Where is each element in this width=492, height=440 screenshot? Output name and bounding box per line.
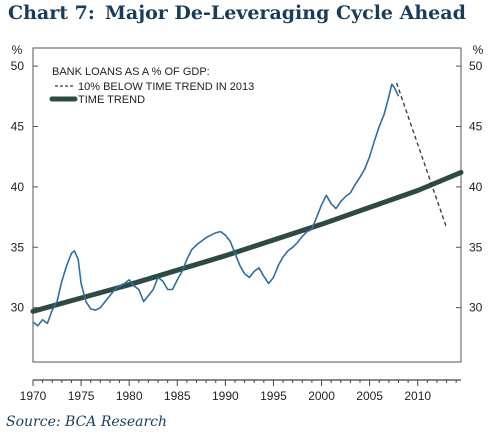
chart-title: Chart 7: Major De-Leveraging Cycle Ahead (8, 2, 466, 24)
series-layer (30, 82, 464, 327)
y-tick-label-right: 30 (469, 301, 483, 315)
y-tick-label-right: 40 (469, 180, 483, 194)
legend: BANK LOANS AS A % OF GDP: 10% BELOW TIME… (49, 66, 254, 106)
y-tick-label-right: 35 (469, 240, 483, 254)
x-tick-label: 1970 (20, 389, 47, 403)
y-tick-label-right: 50 (469, 59, 483, 73)
legend-title: BANK LOANS AS A % OF GDP: (52, 66, 210, 78)
x-tick-label: 2005 (356, 389, 383, 403)
plot-frame (32, 47, 462, 363)
y-tick-label-left: 30 (11, 301, 25, 315)
x-tick-label: 1985 (164, 389, 191, 403)
chart-title-text: Major De-Leveraging Cycle Ahead (104, 2, 466, 24)
y-tick-label-left: 50 (11, 59, 25, 73)
x-tick-label: 2000 (308, 389, 335, 403)
y-axis-left: 30 35 40 45 50 (11, 59, 38, 315)
series-bank-loans (32, 83, 400, 327)
x-tick-label: 2010 (404, 389, 431, 403)
x-tick-label: 1980 (116, 389, 143, 403)
source-note: Source: BCA Research (6, 414, 168, 430)
y-tick-label-left: 35 (11, 240, 25, 254)
y-tick-label-left: 45 (11, 120, 25, 134)
y-tick-label-left: 40 (11, 180, 25, 194)
legend-label-trend: TIME TREND (78, 94, 145, 106)
x-tick-label: 1995 (260, 389, 287, 403)
x-tick-label: 1975 (68, 389, 95, 403)
series-projection (395, 82, 448, 229)
x-axis: 1970 1975 1980 1985 1990 1995 2000 2005 2010 (20, 379, 461, 403)
y-unit-right: % (473, 43, 484, 57)
chart: 1970 1975 1980 1985 1990 1995 2000 2005 2010 303… (11, 43, 484, 403)
y-axis-right: 30 35 40 45 50 (456, 59, 483, 315)
x-tick-label: 1990 (212, 389, 239, 403)
legend-label-projection: 10% BELOW TIME TREND IN 2013 (78, 81, 254, 93)
chart-number: Chart 7: (8, 2, 95, 24)
series-time-trend (30, 169, 464, 314)
y-tick-label-right: 45 (469, 120, 483, 134)
y-unit-left: % (12, 43, 23, 57)
